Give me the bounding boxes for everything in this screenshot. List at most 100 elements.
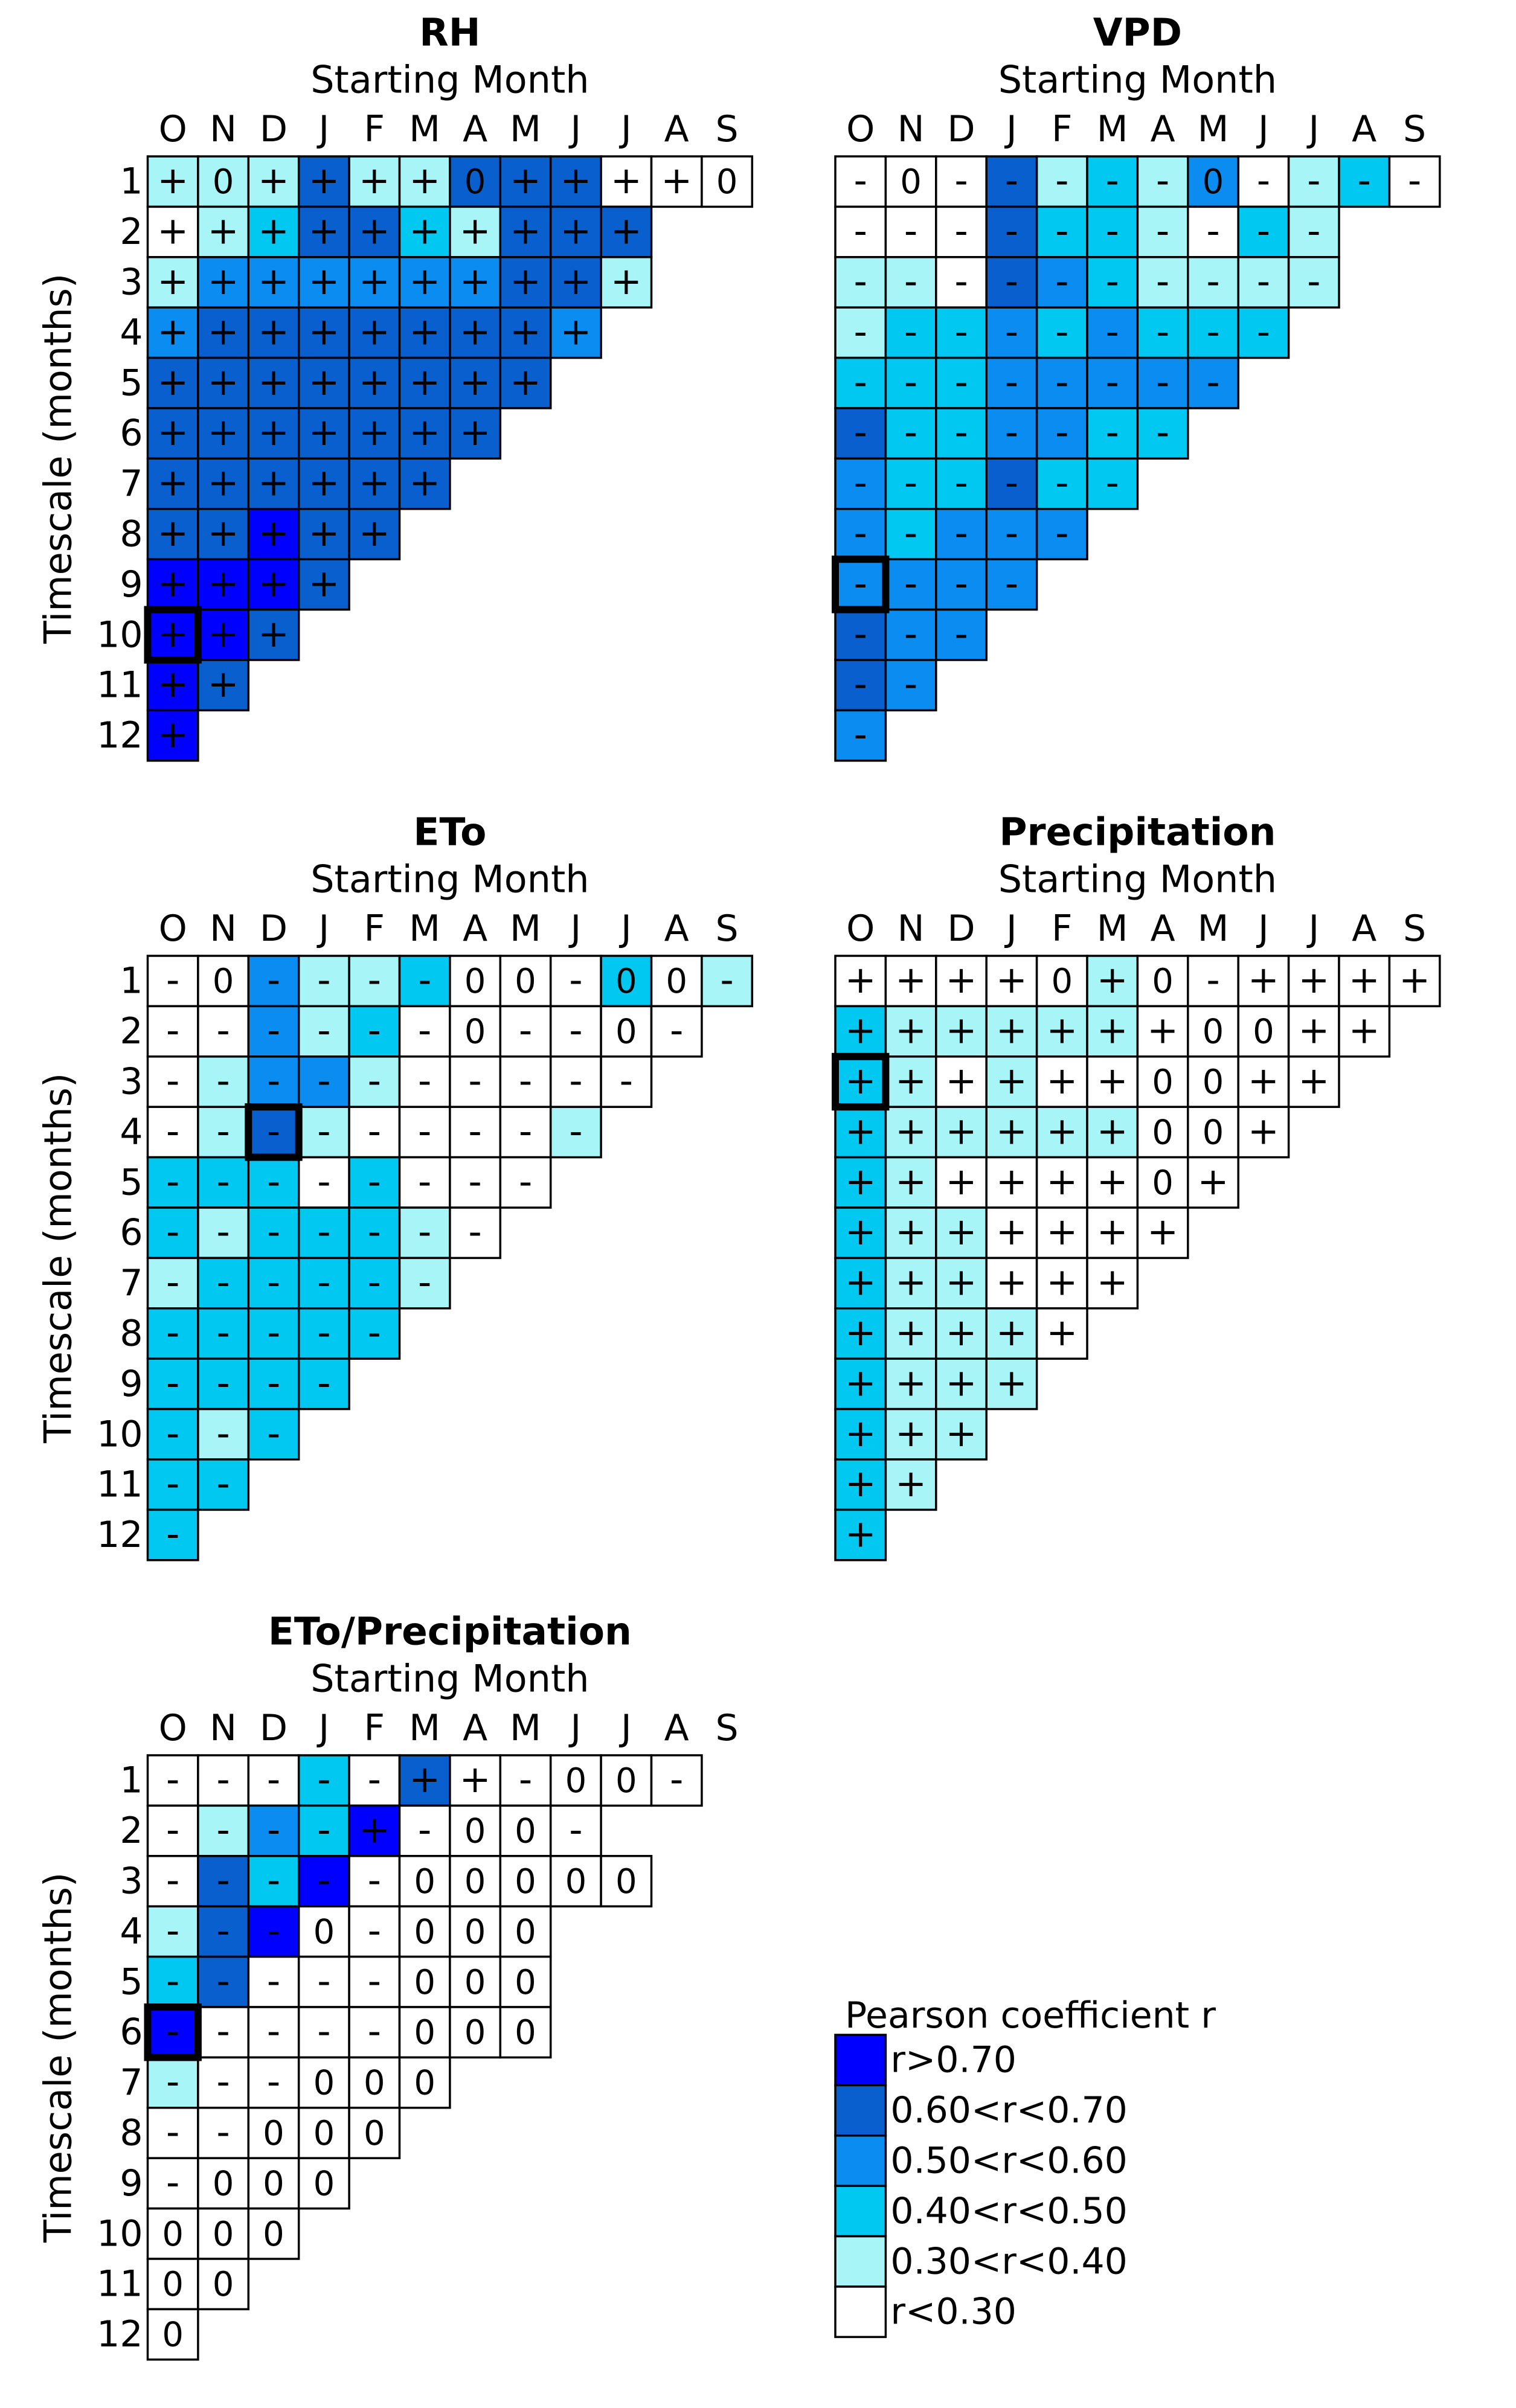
heatmap-cell	[449, 356, 502, 409]
heatmap-cell	[348, 508, 401, 560]
legend-swatch	[834, 2084, 887, 2137]
heatmap-cell	[297, 356, 350, 409]
heatmap-cell	[1035, 457, 1088, 510]
heatmap-cell	[449, 2006, 502, 2059]
cell-sign: +	[460, 259, 491, 303]
cell-sign: 0	[1203, 1013, 1224, 1052]
cell-sign: -	[317, 2009, 330, 2053]
heatmap-cell	[297, 2107, 350, 2159]
cell-sign: -	[368, 1858, 381, 1902]
legend-label: 0.40<r<0.50	[890, 2190, 1127, 2232]
cell-sign: +	[1248, 1058, 1279, 1103]
heatmap-cell	[549, 1754, 602, 1807]
cell-sign: 0	[464, 1862, 486, 1901]
cell-sign: +	[460, 360, 491, 404]
cell-sign: 0	[716, 162, 738, 202]
heatmap-cell	[348, 1206, 401, 1260]
cell-sign: +	[1097, 1109, 1128, 1153]
cell-sign: +	[409, 410, 440, 454]
x-tick-label: F	[1052, 108, 1073, 150]
heatmap-cell	[600, 256, 653, 309]
heatmap-cell	[197, 1357, 250, 1411]
cell-sign: +	[895, 1461, 927, 1505]
cell-sign: +	[1097, 1159, 1128, 1203]
cell-sign: +	[996, 1209, 1027, 1254]
cell-sign: +	[409, 1757, 440, 1801]
heatmap-cell	[1187, 1005, 1239, 1058]
y-tick-label: 3	[120, 1860, 143, 1903]
cell-sign: -	[368, 1757, 381, 1801]
cell-sign: 0	[263, 2114, 284, 2153]
cell-sign: 0	[1152, 1063, 1174, 1102]
cell-sign: +	[409, 360, 440, 404]
y-tick-label: 2	[120, 211, 143, 253]
cell-sign: 0	[414, 1963, 435, 2002]
heatmap-cell	[1035, 508, 1088, 560]
cell-sign: +	[845, 1209, 876, 1254]
cell-sign: +	[996, 1109, 1027, 1153]
heatmap-cell	[834, 558, 887, 611]
heatmap-cell	[499, 1055, 552, 1108]
heatmap-cell	[1086, 457, 1139, 510]
heatmap-cell	[146, 256, 199, 309]
heatmap-cell	[884, 1106, 937, 1159]
legend-label: r<0.30	[890, 2291, 1017, 2333]
cell-sign: +	[946, 1159, 977, 1203]
y-axis-label: Timescale (months)	[36, 274, 80, 644]
x-tick-label: N	[210, 108, 237, 150]
heatmap-cell	[600, 1754, 653, 1807]
cell-sign: -	[1307, 259, 1320, 303]
cell-sign: -	[1206, 259, 1219, 303]
cell-sign: +	[661, 158, 692, 202]
y-tick-label: 7	[120, 2061, 143, 2104]
cell-sign: 0	[313, 2164, 335, 2203]
y-tick-label: 10	[97, 613, 143, 656]
cell-sign: +	[1298, 1058, 1329, 1103]
heatmap-cell	[1187, 205, 1239, 258]
highlight-box	[144, 2003, 202, 2061]
heatmap-cell	[197, 1754, 250, 1807]
heatmap-cell	[197, 955, 250, 1008]
cell-sign: -	[166, 1512, 179, 1556]
heatmap-cell	[197, 2258, 250, 2311]
heatmap-cell	[398, 407, 451, 460]
x-tick-label: J	[618, 108, 632, 150]
heatmap-cell	[1086, 155, 1139, 208]
y-tick-label: 10	[97, 2212, 143, 2255]
cell-sign: -	[216, 1411, 230, 1455]
heatmap-cell	[146, 1055, 199, 1108]
x-tick-label: J	[568, 908, 582, 950]
cell-sign: -	[267, 958, 280, 1002]
cell-sign: -	[267, 2009, 280, 2053]
y-tick-label: 3	[120, 261, 143, 304]
x-tick-label: F	[364, 1707, 385, 1749]
heatmap-cell	[1086, 1055, 1139, 1108]
cell-sign: +	[1198, 1159, 1229, 1203]
panel-title: RH	[419, 11, 480, 55]
cell-sign: +	[157, 561, 188, 605]
cell-sign: -	[1106, 309, 1119, 353]
cell-sign: -	[1307, 209, 1320, 253]
cell-sign: +	[845, 1058, 876, 1103]
cell-sign: +	[208, 511, 239, 555]
cell-sign: +	[208, 561, 239, 605]
x-tick-label: J	[568, 1707, 582, 1749]
cell-sign: +	[845, 1109, 876, 1153]
cell-sign: +	[308, 158, 339, 202]
cell-sign: +	[1046, 1109, 1078, 1153]
cell-sign: +	[845, 1461, 876, 1505]
x-tick-label: M	[1097, 908, 1128, 950]
x-tick-label: A	[664, 108, 689, 150]
cell-sign: -	[267, 1360, 280, 1404]
cell-sign: +	[409, 309, 440, 353]
heatmap-cell	[348, 205, 401, 258]
cell-sign: +	[845, 1360, 876, 1404]
cell-sign: -	[468, 1159, 481, 1203]
heatmap-cell	[348, 306, 401, 359]
cell-sign: -	[468, 1109, 481, 1153]
cell-sign: -	[569, 958, 582, 1002]
x-tick-label: N	[898, 908, 925, 950]
cell-sign: -	[216, 1159, 230, 1203]
cell-sign: +	[996, 958, 1027, 1002]
